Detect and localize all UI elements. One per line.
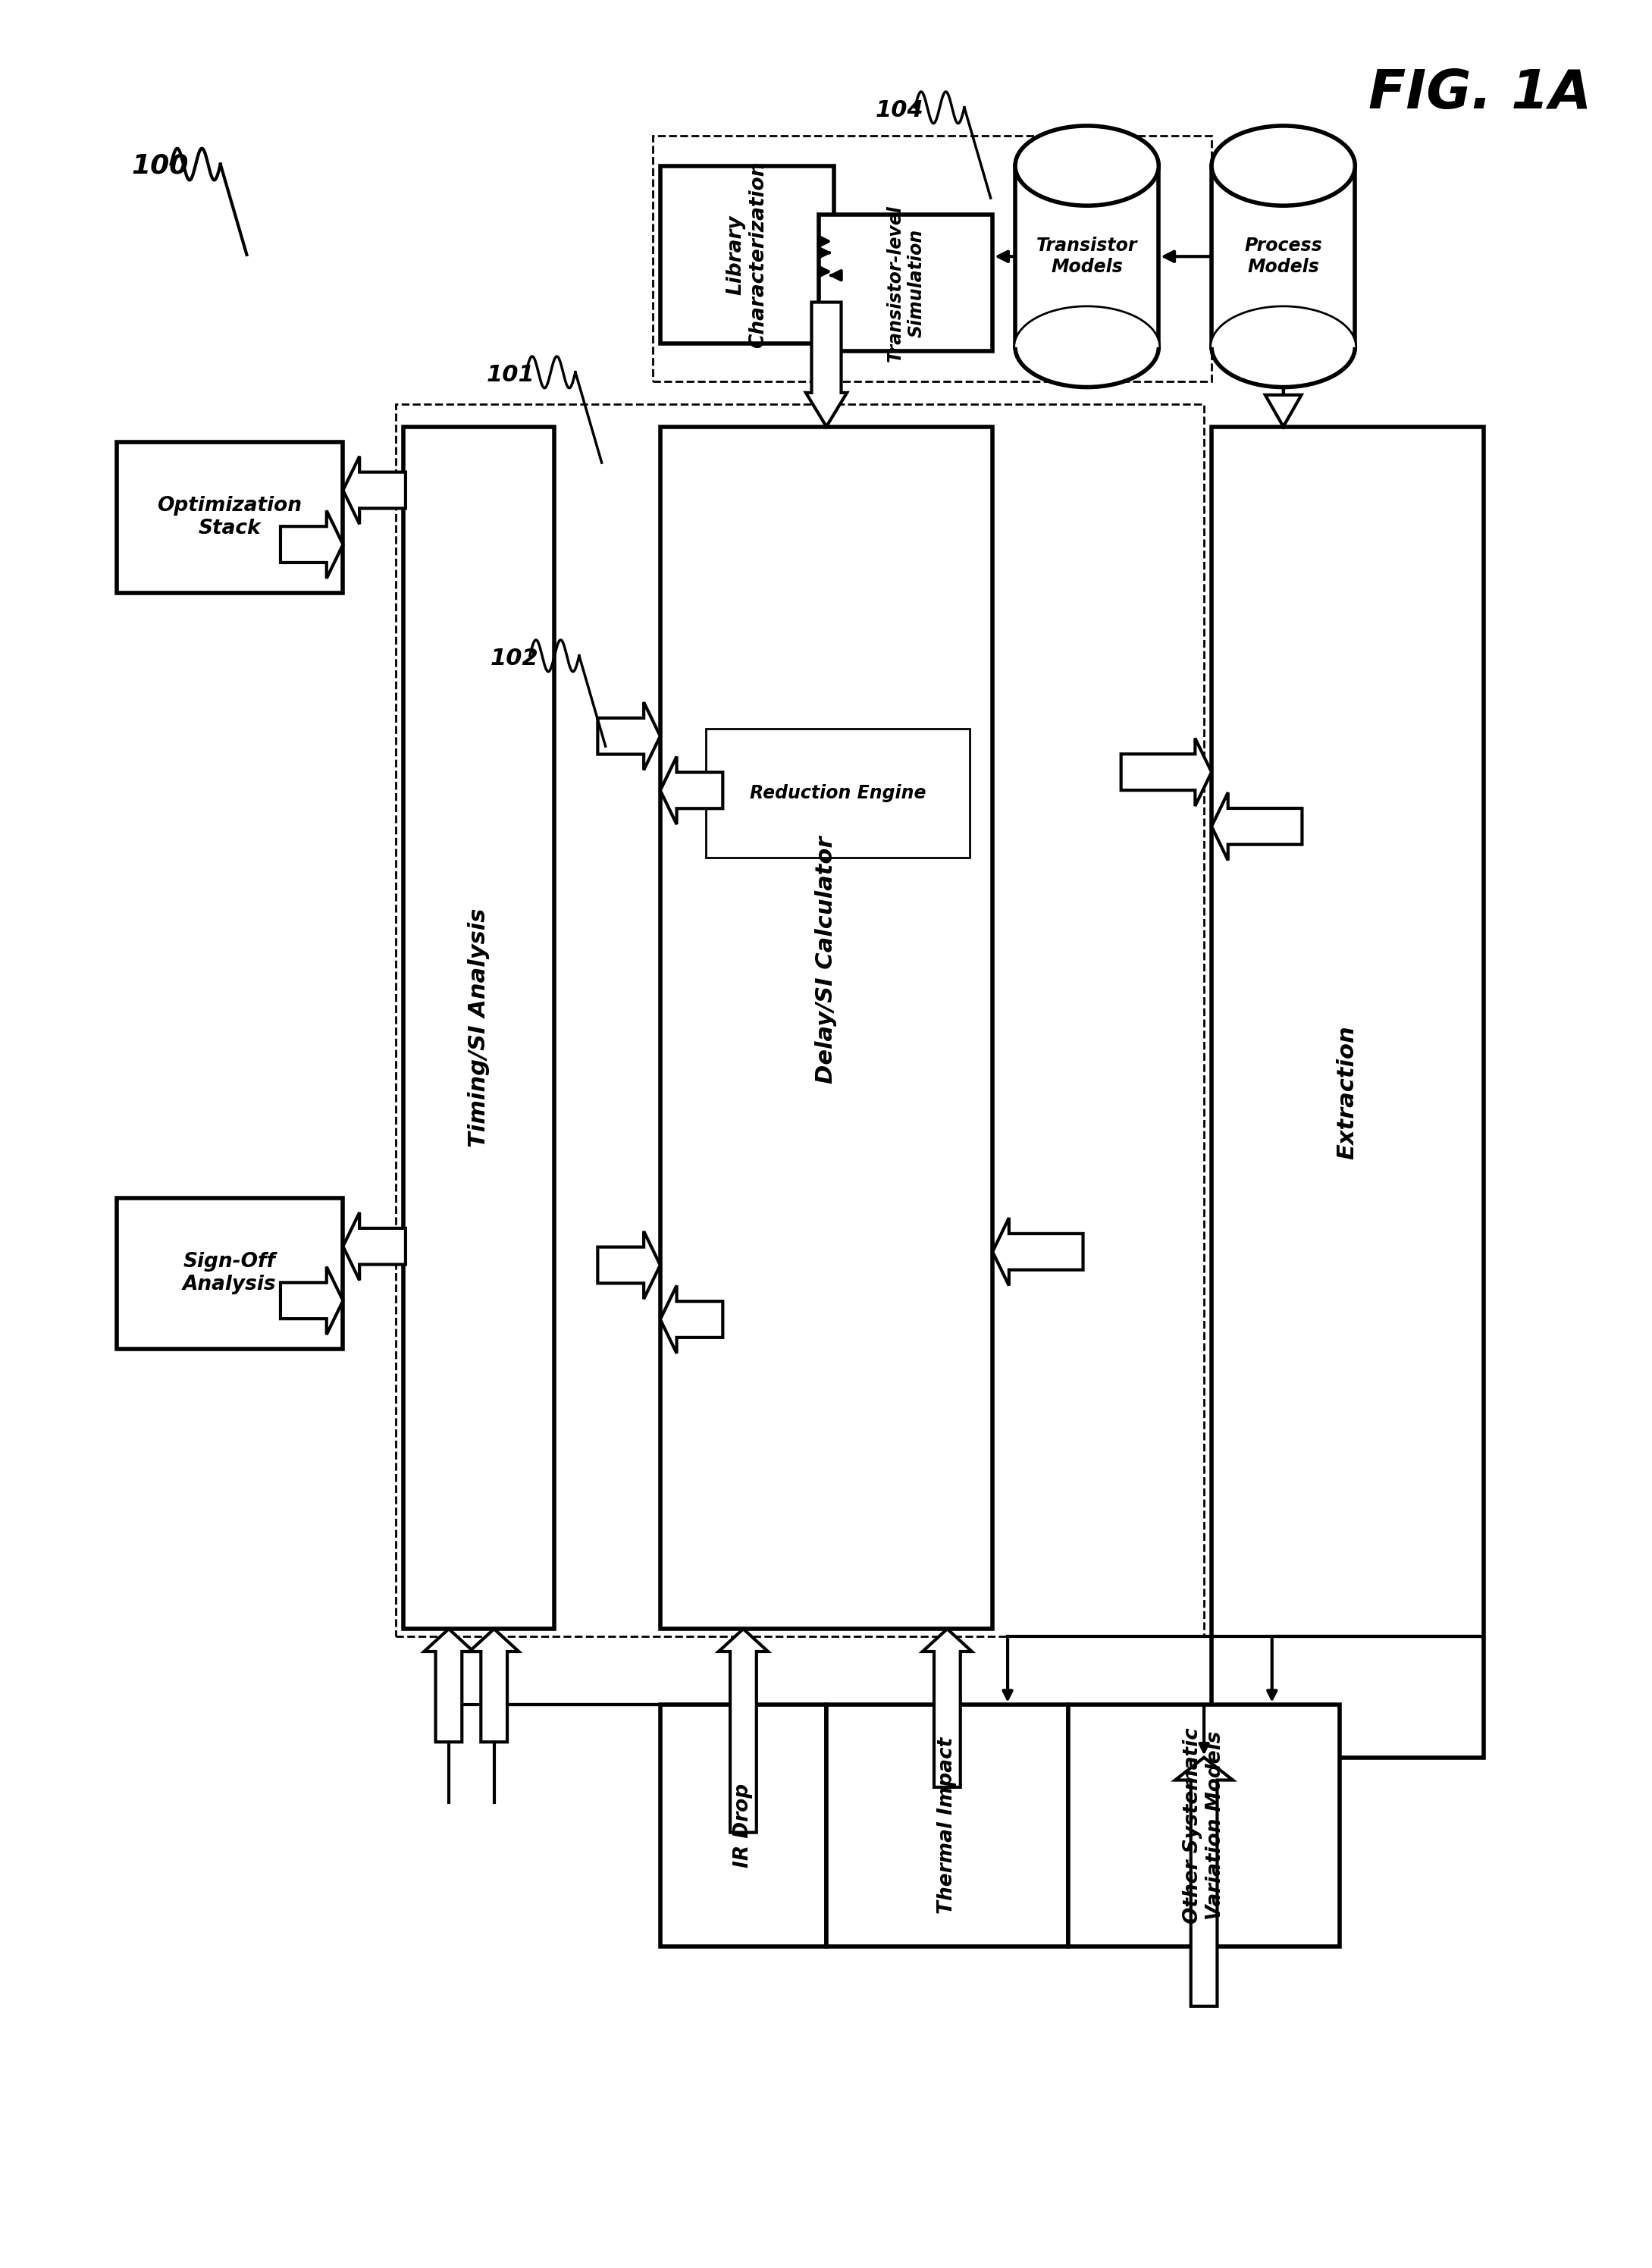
Polygon shape — [1122, 737, 1211, 805]
Text: IR Drop: IR Drop — [733, 1783, 753, 1867]
Text: Reduction Engine: Reduction Engine — [750, 785, 925, 803]
Polygon shape — [806, 302, 847, 426]
Polygon shape — [1016, 306, 1158, 347]
Ellipse shape — [1211, 306, 1355, 388]
Text: Extraction: Extraction — [1336, 1025, 1358, 1159]
Text: Other Systematic
Variation Models: Other Systematic Variation Models — [1183, 1728, 1226, 1923]
Polygon shape — [1175, 1758, 1232, 2007]
FancyBboxPatch shape — [1211, 426, 1483, 1758]
FancyBboxPatch shape — [661, 1706, 826, 1946]
Ellipse shape — [1016, 306, 1158, 388]
Polygon shape — [922, 1628, 971, 1787]
Text: Transistor-level
Simulation: Transistor-level Simulation — [885, 204, 925, 361]
Bar — [1016, 166, 1158, 347]
FancyBboxPatch shape — [661, 426, 993, 1628]
Polygon shape — [719, 1628, 768, 1833]
Polygon shape — [1211, 792, 1302, 860]
Polygon shape — [993, 1218, 1084, 1286]
FancyBboxPatch shape — [826, 1706, 1069, 1946]
Text: Timing/SI Analysis: Timing/SI Analysis — [468, 907, 491, 1148]
Text: Library
Characterization: Library Characterization — [725, 161, 768, 347]
Text: Sign-Off
Analysis: Sign-Off Analysis — [183, 1252, 276, 1295]
Polygon shape — [598, 703, 661, 771]
Polygon shape — [281, 1268, 344, 1334]
Polygon shape — [281, 510, 344, 578]
Text: Optimization
Stack: Optimization Stack — [157, 497, 302, 538]
Text: Process
Models: Process Models — [1244, 236, 1322, 277]
Text: Delay/SI Calculator: Delay/SI Calculator — [816, 837, 838, 1084]
Ellipse shape — [1211, 125, 1355, 206]
Bar — [1211, 166, 1355, 347]
FancyBboxPatch shape — [116, 442, 344, 592]
Text: 100: 100 — [132, 152, 188, 179]
FancyBboxPatch shape — [705, 728, 970, 857]
Polygon shape — [661, 758, 724, 823]
Polygon shape — [469, 1628, 519, 1742]
Text: FIG. 1A: FIG. 1A — [1368, 68, 1591, 120]
Ellipse shape — [1016, 125, 1158, 206]
FancyBboxPatch shape — [1069, 1706, 1340, 1946]
Text: Thermal Impact: Thermal Impact — [937, 1737, 957, 1914]
FancyBboxPatch shape — [661, 166, 834, 342]
FancyBboxPatch shape — [819, 215, 993, 352]
FancyBboxPatch shape — [116, 1198, 344, 1349]
Polygon shape — [1211, 306, 1355, 347]
FancyBboxPatch shape — [403, 426, 555, 1628]
Text: Transistor
Models: Transistor Models — [1036, 236, 1138, 277]
Polygon shape — [598, 1232, 661, 1300]
Text: 102: 102 — [491, 646, 539, 669]
Polygon shape — [344, 456, 405, 524]
Polygon shape — [425, 1628, 474, 1742]
Text: 101: 101 — [487, 363, 535, 386]
Text: 104: 104 — [876, 100, 923, 120]
Polygon shape — [661, 1286, 724, 1354]
Polygon shape — [1265, 395, 1302, 426]
Polygon shape — [344, 1213, 405, 1281]
